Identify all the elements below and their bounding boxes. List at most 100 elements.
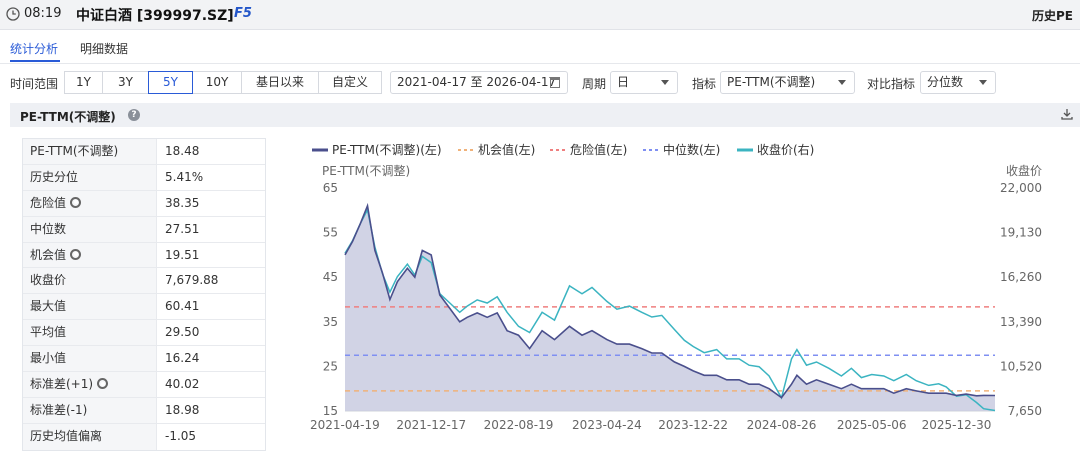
stat-row-min: 最小值 16.24 — [23, 346, 265, 373]
y-left-tick-label: 25 — [323, 359, 338, 373]
period-select[interactable]: 日 — [610, 71, 678, 94]
panel-title: PE-TTM(不调整) — [20, 110, 116, 124]
close-price-line — [344, 207, 996, 412]
x-tick-label: 2025-05-06 — [837, 418, 907, 432]
clock-time: 08:19 — [24, 6, 62, 21]
y-left-tick-label: 15 — [323, 404, 338, 418]
chevron-down-icon — [838, 80, 846, 85]
stat-key: 机会值 — [30, 247, 67, 262]
range-since-base-button[interactable]: 基日以来 — [241, 71, 319, 94]
stat-key: 标准差(+1) — [30, 377, 94, 392]
tab-statistics[interactable]: 统计分析 — [10, 42, 59, 56]
function-key-badge[interactable]: F5 — [234, 6, 252, 21]
stat-key: 中位数 — [23, 216, 157, 242]
stat-value: 5.41% — [165, 169, 204, 184]
stat-row-max: 最大值 60.41 — [23, 294, 265, 321]
legend-label: 收盘价(右) — [757, 142, 814, 157]
indicator-value: PE-TTM(不调整) — [727, 75, 816, 89]
period-value: 日 — [617, 75, 630, 89]
pe-line — [344, 202, 996, 399]
stats-table: PE-TTM(不调整) 18.48 历史分位 5.41% 危险值 38.35 中位数 2… — [22, 138, 266, 451]
range-1y-button[interactable]: 1Y — [64, 71, 103, 94]
chevron-down-icon — [661, 80, 669, 85]
date-range-text: 2021-04-17 至 2026-04-17 — [397, 75, 557, 89]
y-left-tick-label: 55 — [323, 226, 338, 240]
title-bar: 08:19 中证白酒 [399997.SZ] F5 历史PE — [0, 0, 1080, 30]
title-right-label: 历史PE — [1032, 9, 1073, 23]
range-custom-button[interactable]: 自定义 — [318, 71, 382, 94]
date-range-picker[interactable]: 2021-04-17 至 2026-04-17 — [390, 71, 568, 94]
stat-key: 标准差(-1) — [23, 397, 157, 423]
y-right-tick-label: 13,390 — [1000, 315, 1042, 329]
stat-key: 平均值 — [23, 320, 157, 346]
y-right-tick-label: 22,000 — [1000, 181, 1042, 195]
range-10y-button[interactable]: 10Y — [192, 71, 242, 94]
y-left-axis-label: PE-TTM(不调整) — [322, 163, 410, 178]
x-tick-label: 2023-04-24 — [572, 418, 642, 432]
stat-row-std-plus: 标准差(+1) 40.02 — [23, 372, 265, 398]
stat-value: 60.41 — [165, 299, 200, 314]
stat-value: 29.50 — [165, 325, 200, 340]
stat-row-percentile: 历史分位 5.41% — [23, 164, 265, 191]
x-tick-label: 2024-08-26 — [747, 418, 817, 432]
stat-key: 历史分位 — [23, 164, 157, 190]
y-left-tick-label: 35 — [323, 315, 338, 329]
tab-bar: 统计分析 明细数据 — [0, 30, 1080, 64]
time-range-label: 时间范围 — [10, 77, 59, 91]
calendar-icon — [550, 77, 560, 88]
range-3y-button[interactable]: 3Y — [102, 71, 149, 94]
stat-key: 收盘价 — [23, 268, 157, 294]
stat-value: -1.05 — [165, 428, 197, 443]
stat-row-mean-deviation: 历史均值偏离 -1.05 — [23, 423, 265, 450]
stat-key-with-gear: 危险值 — [23, 190, 157, 216]
y-right-tick-label: 16,260 — [1000, 270, 1042, 284]
stat-key: 最大值 — [23, 294, 157, 320]
help-icon[interactable]: ? — [128, 109, 140, 121]
compare-label: 对比指标 — [867, 77, 916, 91]
stat-key: 最小值 — [23, 346, 157, 372]
y-right-tick-label: 10,520 — [1000, 359, 1042, 373]
active-tab-indicator — [10, 60, 60, 62]
stat-value: 18.48 — [165, 144, 200, 158]
gear-icon[interactable] — [70, 196, 82, 208]
stat-row-mean: 平均值 29.50 — [23, 320, 265, 347]
y-left-tick-label: 45 — [323, 270, 338, 284]
stat-key: 历史均值偏离 — [23, 423, 157, 450]
compare-select[interactable]: 分位数 — [920, 71, 996, 94]
stat-row-close: 收盘价 7,679.88 — [23, 268, 265, 295]
x-tick-label: 2021-04-19 — [310, 418, 380, 432]
chevron-down-icon — [979, 80, 987, 85]
indicator-label: 指标 — [692, 77, 717, 91]
x-tick-label: 2022-08-19 — [484, 418, 554, 432]
index-name: 中证白酒 [399997.SZ] — [76, 8, 234, 24]
stat-row-danger: 危险值 38.35 — [23, 190, 265, 217]
stat-row-opportunity: 机会值 19.51 — [23, 242, 265, 269]
stat-value: 38.35 — [165, 195, 200, 210]
stat-key-with-gear: 标准差(+1) — [23, 372, 157, 397]
stat-row-median: 中位数 27.51 — [23, 216, 265, 243]
x-tick-label: 2023-12-22 — [658, 418, 728, 432]
gear-icon[interactable] — [70, 248, 82, 260]
stat-value: 19.51 — [165, 247, 200, 262]
indicator-select[interactable]: PE-TTM(不调整) — [720, 71, 855, 94]
legend-label: PE-TTM(不调整)(左) — [332, 142, 442, 157]
y-right-axis-label: 收盘价 — [1006, 163, 1042, 178]
stat-value: 7,679.88 — [165, 273, 219, 288]
y-right-tick-label: 19,130 — [1000, 226, 1042, 240]
download-icon[interactable] — [1060, 107, 1074, 121]
legend-label: 中位数(左) — [663, 142, 720, 157]
stat-row-std-minus: 标准差(-1) 18.98 — [23, 397, 265, 424]
stat-key: 危险值 — [30, 195, 67, 210]
period-label: 周期 — [582, 77, 607, 91]
y-left-tick-label: 65 — [323, 181, 338, 195]
tab-details[interactable]: 明细数据 — [80, 42, 129, 56]
gear-icon[interactable] — [97, 378, 109, 390]
pe-chart: PE-TTM(不调整)(左) 机会值(左) 危险值(左) 中位数(左) 收盘价(右) PE… — [310, 142, 1042, 432]
legend-label: 危险值(左) — [570, 142, 627, 157]
range-5y-button[interactable]: 5Y — [148, 71, 193, 94]
stat-value: 18.98 — [165, 402, 200, 417]
stat-row-pe: PE-TTM(不调整) 18.48 — [23, 139, 265, 165]
stat-key: PE-TTM(不调整) — [23, 139, 157, 164]
pe-area — [345, 205, 995, 411]
stat-key-with-gear: 机会值 — [23, 242, 157, 268]
